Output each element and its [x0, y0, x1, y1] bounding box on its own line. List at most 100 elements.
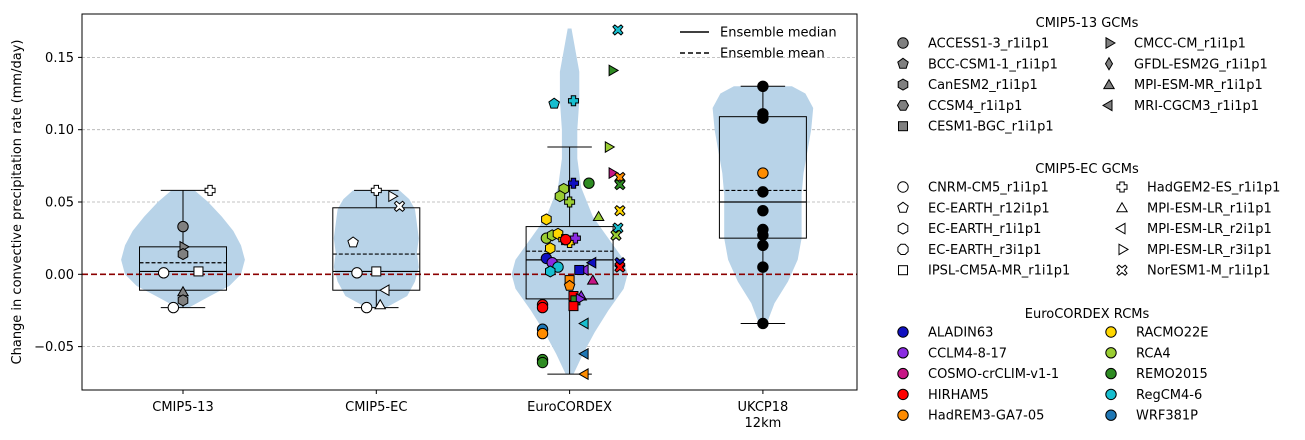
legend-marker	[897, 201, 909, 213]
data-point	[757, 317, 769, 330]
data-point	[177, 294, 189, 307]
data-point	[177, 220, 189, 233]
data-point	[193, 266, 204, 277]
data-point	[554, 190, 566, 203]
legend-entry: CESM1-BGC_r1i1p1	[898, 120, 1054, 135]
legend-label: HadGEM2-ES_r1i1p1	[1147, 181, 1280, 196]
legend-title: CMIP5-13 GCMs	[1036, 16, 1139, 31]
data-point	[608, 167, 620, 180]
data-point	[567, 95, 579, 107]
legend-label: HadREM3-GA7-05	[928, 409, 1044, 424]
legend-label: WRF381P	[1136, 409, 1198, 424]
legend-entry: MPI-ESM-MR_r1i1p1	[1102, 78, 1263, 93]
legend-label: RACMO22E	[1136, 326, 1208, 341]
legend-marker	[896, 100, 910, 111]
data-point	[592, 210, 605, 221]
legend-entry: REMO2015	[1105, 367, 1208, 382]
data-point	[552, 227, 564, 240]
legend-marker	[1115, 222, 1126, 235]
legend-entry: BCC-CSM1-1_r1i1p1	[897, 57, 1058, 72]
data-point	[614, 178, 626, 191]
inner-legend-label: Ensemble median	[720, 26, 837, 41]
legend-marker	[1118, 243, 1129, 256]
y-tick-label: 0.05	[45, 196, 74, 211]
legend-entry: WRF381P	[1105, 409, 1198, 424]
legend-entry: HadGEM2-ES_r1i1p1	[1116, 181, 1280, 196]
points-3	[536, 24, 626, 381]
legend-label: MPI-ESM-LR_r2i1p1	[1147, 222, 1272, 237]
legend-entry: CNRM-CM5_r1i1p1	[897, 181, 1049, 196]
legend-marker	[1104, 56, 1114, 71]
data-point	[370, 184, 382, 196]
inner-legend: Ensemble median Ensemble mean	[680, 26, 837, 62]
legend-marker	[897, 347, 909, 359]
data-point	[167, 301, 180, 314]
legend-entry: CanESM2_r1i1p1	[897, 78, 1038, 93]
data-point	[612, 222, 624, 234]
legend-marker	[897, 326, 909, 338]
legend-label: NorESM1-M_r1i1p1	[1147, 264, 1270, 279]
x-tick-label: CMIP5-13	[152, 400, 213, 415]
legend-marker	[1105, 388, 1117, 401]
data-point	[757, 261, 769, 273]
data-point	[757, 204, 769, 217]
legend-marker	[1116, 264, 1128, 276]
legend-label: CMCC-CM_r1i1p1	[1134, 37, 1246, 52]
legend-entry: EC-EARTH_r1i1p1	[897, 222, 1041, 237]
legend-entry: HadREM3-GA7-05	[897, 409, 1044, 424]
data-point	[575, 292, 587, 305]
legend-entry: RCA4	[1105, 346, 1171, 361]
legend-entry: IPSL-CM5A-MR_r1i1p1	[898, 264, 1070, 279]
data-point	[157, 267, 170, 279]
legend-label: EC-EARTH_r3i1p1	[928, 243, 1041, 258]
data-point	[351, 267, 363, 279]
legend-label: REMO2015	[1136, 367, 1208, 382]
legend-2: CMIP5-EC GCMs CNRM-CM5_r1i1p1 EC-EARTH_r12…	[897, 162, 1280, 279]
legend-entry: ACCESS1-3_r1i1p1	[897, 37, 1049, 52]
legend-entry: CCSM4_r1i1p1	[896, 99, 1022, 114]
legend-label: HIRHAM5	[928, 388, 989, 403]
legend-entry: EC-EARTH_r3i1p1	[897, 243, 1041, 258]
violin-4	[712, 86, 814, 324]
data-point	[548, 97, 560, 109]
points-2	[347, 184, 406, 314]
legend-entry: NorESM1-M_r1i1p1	[1116, 264, 1270, 279]
data-point	[374, 298, 387, 310]
points-1	[157, 184, 216, 314]
legend-label: ALADIN63	[928, 326, 993, 341]
y-tick-label: 0.15	[45, 51, 74, 66]
legend-entry: HIRHAM5	[897, 388, 989, 403]
inner-legend-label: Ensemble mean	[720, 47, 825, 62]
data-point	[757, 229, 769, 241]
data-point	[204, 184, 216, 196]
data-point	[757, 186, 769, 198]
data-points	[157, 24, 769, 381]
data-point	[757, 239, 769, 252]
y-tick-label: 0.10	[45, 123, 74, 138]
data-point	[360, 301, 373, 314]
legend-entry: ALADIN63	[897, 326, 993, 341]
box-3	[525, 146, 614, 375]
legend-entry: MPI-ESM-LR_r3i1p1	[1118, 243, 1272, 258]
legend-entry: RegCM4-6	[1105, 388, 1202, 403]
data-point	[536, 327, 549, 340]
data-point	[567, 177, 579, 189]
legend-label: GFDL-ESM2G_r1i1p1	[1134, 57, 1268, 72]
legend-label: EC-EARTH_r1i1p1	[928, 222, 1041, 237]
data-point	[578, 368, 589, 381]
legend-label: RegCM4-6	[1136, 388, 1202, 403]
legend-entry: EC-EARTH_r12i1p1	[897, 201, 1050, 216]
legend-label: RCA4	[1136, 346, 1171, 361]
y-tick-label: −0.05	[34, 340, 74, 355]
legend-marker	[897, 243, 909, 255]
legend-marker	[1115, 201, 1129, 213]
legend-label: MPI-ESM-LR_r1i1p1	[1147, 201, 1272, 216]
data-point	[604, 141, 616, 154]
legend-marker	[1105, 367, 1117, 380]
legend-label: CCLM4-8-17	[928, 346, 1007, 361]
legend-entry: MPI-ESM-LR_r2i1p1	[1115, 222, 1272, 237]
legend-title: CMIP5-EC GCMs	[1035, 162, 1139, 177]
x-tick-label: UKCP18	[738, 400, 789, 415]
